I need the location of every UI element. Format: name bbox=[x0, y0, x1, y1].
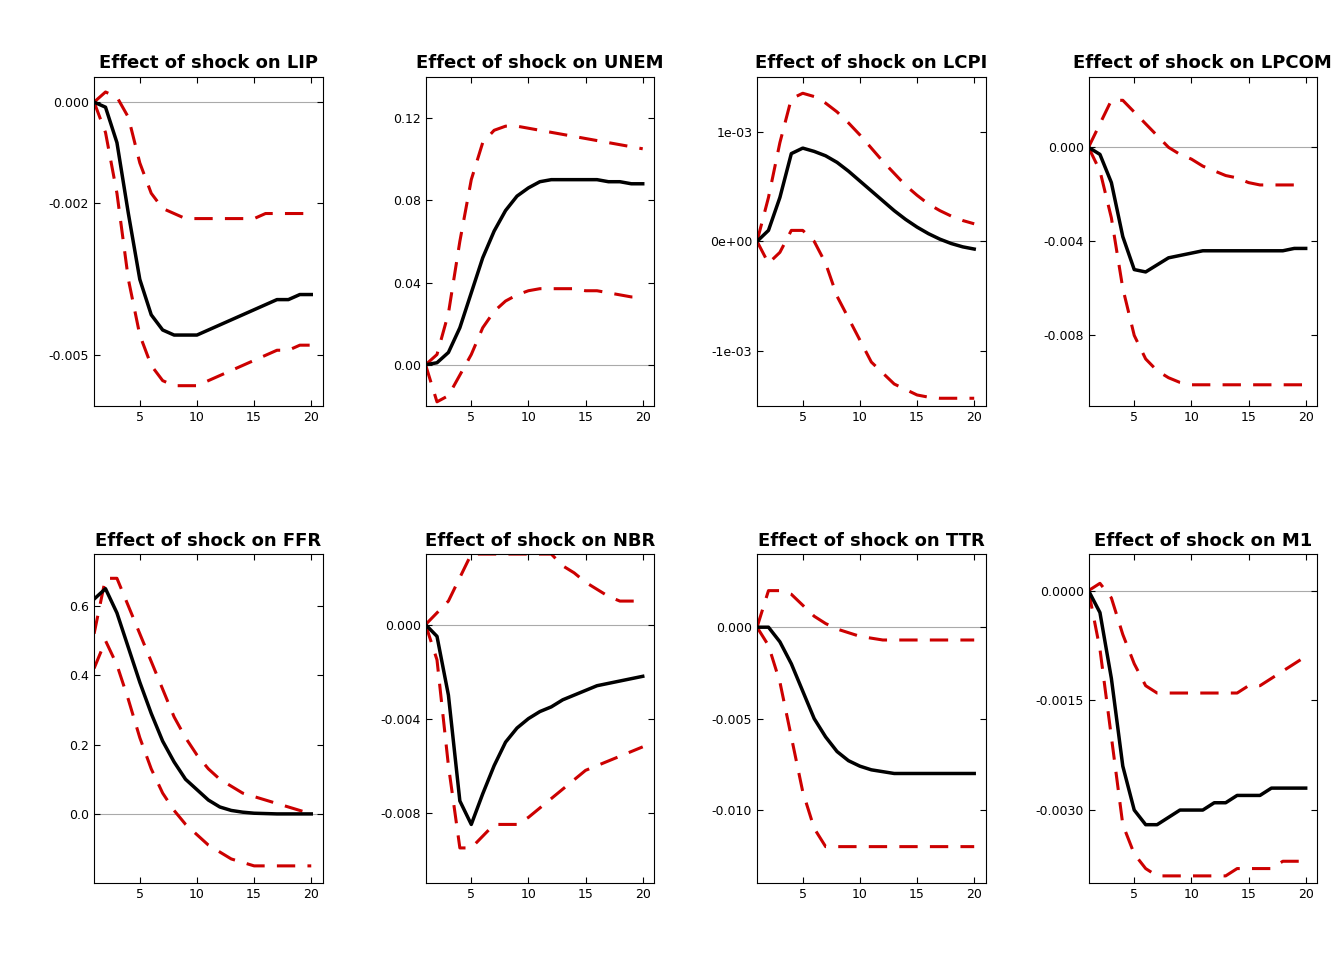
Title: Effect of shock on M1: Effect of shock on M1 bbox=[1094, 532, 1312, 550]
Title: Effect of shock on UNEM: Effect of shock on UNEM bbox=[417, 55, 664, 72]
Title: Effect of shock on LIP: Effect of shock on LIP bbox=[99, 55, 319, 72]
Title: Effect of shock on TTR: Effect of shock on TTR bbox=[758, 532, 985, 550]
Title: Effect of shock on LCPI: Effect of shock on LCPI bbox=[755, 55, 988, 72]
Title: Effect of shock on LPCOM: Effect of shock on LPCOM bbox=[1074, 55, 1332, 72]
Title: Effect of shock on NBR: Effect of shock on NBR bbox=[425, 532, 655, 550]
Title: Effect of shock on FFR: Effect of shock on FFR bbox=[95, 532, 321, 550]
